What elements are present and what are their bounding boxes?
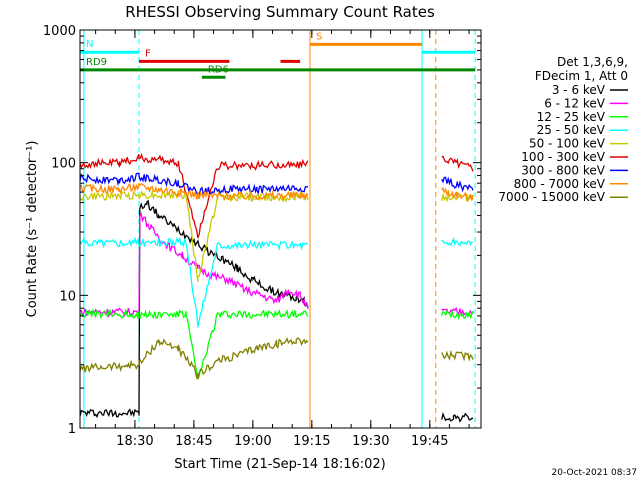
x-tick-label-19-15: 19:15 xyxy=(293,434,330,449)
plot-frame xyxy=(79,29,482,429)
x-tick-label-19-45: 19:45 xyxy=(411,434,448,449)
legend-label-12-25-kev: 12 - 25 keV xyxy=(537,110,606,124)
legend-label-50-100-kev: 50 - 100 keV xyxy=(529,137,606,151)
series-line-12-25-kev xyxy=(80,308,474,380)
legend-label-3-6-kev: 3 - 6 keV xyxy=(552,83,606,97)
flag-label-f: F xyxy=(145,48,151,59)
x-tick-label-18-30: 18:30 xyxy=(116,434,153,449)
y-tick-label-1: 1 xyxy=(68,422,76,437)
y-tick-label-10: 10 xyxy=(59,289,76,304)
legend-header-2: FDecim 1, Att 0 xyxy=(535,69,628,83)
flag-label-rd9: RD9 xyxy=(86,57,107,68)
x-tick-label-19-30: 19:30 xyxy=(352,434,389,449)
flag-label-rd6: RD6 xyxy=(208,64,229,75)
series-line-100-300-kev xyxy=(80,152,474,239)
series-line-25-50-kev xyxy=(80,236,474,328)
flag-label-s: S xyxy=(316,31,322,42)
series-line-3-6-kev xyxy=(80,199,474,423)
y-axis-label: Count Rate (s⁻¹ detector⁻¹) xyxy=(25,141,40,318)
chart-title: RHESSI Observing Summary Count Rates xyxy=(125,3,435,21)
legend-label-7000-15000-kev: 7000 - 15000 keV xyxy=(498,190,605,204)
x-tick-label-18-45: 18:45 xyxy=(175,434,212,449)
legend-label-800-7000-kev: 800 - 7000 keV xyxy=(514,177,606,191)
x-axis-label: Start Time (21-Sep-14 18:16:02) xyxy=(174,457,385,472)
y-tick-label-100: 100 xyxy=(51,157,76,172)
flag-label-n: N xyxy=(86,39,93,50)
legend-label-25-50-kev: 25 - 50 keV xyxy=(537,123,606,137)
footer-date: 20-Oct-2021 08:37 xyxy=(552,468,637,478)
legend-label-100-300-kev: 100 - 300 keV xyxy=(521,150,605,164)
series-line-800-7000-kev xyxy=(80,182,474,203)
legend-header-1: Det 1,3,6,9, xyxy=(557,55,628,69)
y-tick-label-1000: 1000 xyxy=(43,24,76,39)
legend-label-300-800-kev: 300 - 800 keV xyxy=(521,163,605,177)
x-tick-label-19-00: 19:00 xyxy=(234,434,271,449)
legend-label-6-12-kev: 6 - 12 keV xyxy=(544,96,606,110)
series-line-7000-15000-kev xyxy=(80,337,474,380)
series-line-300-800-kev xyxy=(80,172,474,197)
